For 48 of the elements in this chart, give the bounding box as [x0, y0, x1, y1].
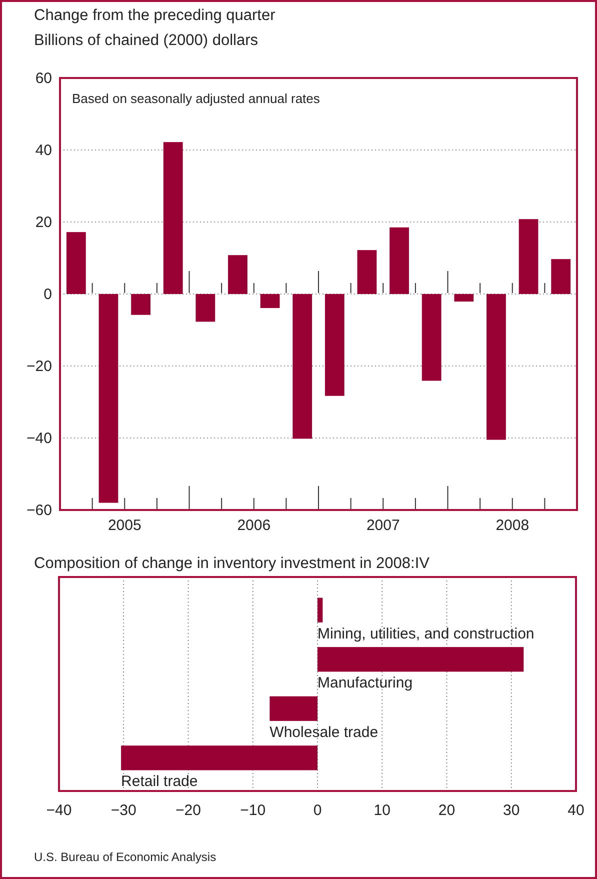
- x-tick-label: 10: [374, 802, 390, 819]
- bar: [518, 219, 538, 294]
- bar: [318, 598, 323, 622]
- y-tick-label: −60: [26, 502, 52, 519]
- bar: [292, 294, 312, 439]
- x-tick-label: 30: [503, 802, 520, 819]
- bar: [270, 696, 318, 721]
- x-tick-label: −40: [46, 802, 72, 819]
- chart-subtitle: Billions of chained (2000) dollars: [34, 32, 258, 49]
- annotation: Based on seasonally adjusted annual rates: [72, 91, 320, 106]
- y-tick-label: 60: [35, 70, 52, 87]
- x-tick-label: 2006: [237, 517, 271, 534]
- x-tick-label: 2008: [496, 517, 530, 534]
- bar: [228, 255, 248, 294]
- y-tick-label: −40: [26, 430, 52, 447]
- bar: [163, 142, 183, 294]
- x-tick-label: −20: [176, 802, 201, 819]
- x-tick-label: 2007: [366, 517, 400, 534]
- y-tick-label: 20: [35, 214, 52, 231]
- y-tick-label: Retail trade: [121, 773, 198, 790]
- y-tick-label: 40: [35, 142, 52, 159]
- bar: [390, 227, 409, 294]
- bar: [196, 294, 216, 322]
- x-tick-label: 40: [568, 802, 584, 819]
- y-tick-label: Manufacturing: [318, 674, 413, 692]
- x-tick-label: −10: [240, 802, 266, 819]
- y-tick-label: −20: [26, 358, 52, 375]
- bar: [486, 294, 506, 440]
- bar: [357, 250, 377, 294]
- bar: [454, 294, 474, 302]
- chart-title: Composition of change in inventory investment in 2008:IV: [34, 555, 430, 572]
- bar: [422, 294, 442, 381]
- y-tick-label: Mining, utilities, and construction: [318, 625, 534, 642]
- bar: [551, 259, 571, 294]
- y-tick-label: 0: [44, 286, 52, 303]
- bar: [121, 746, 318, 770]
- bar: [260, 294, 280, 308]
- bar: [66, 232, 86, 294]
- bar: [318, 647, 524, 672]
- x-tick-label: 20: [438, 802, 456, 819]
- y-tick-label: Wholesale trade: [270, 724, 378, 741]
- text: U.S. Bureau of Economic Analysis: [34, 850, 216, 864]
- bar: [131, 294, 150, 315]
- chart-title: Change from the preceding quarter: [34, 7, 276, 24]
- bar: [98, 294, 118, 503]
- x-tick-label: 2005: [108, 517, 142, 534]
- bar: [324, 294, 344, 396]
- x-tick-label: −30: [110, 802, 136, 819]
